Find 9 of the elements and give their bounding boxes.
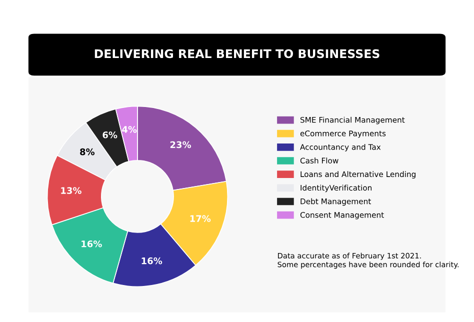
data-label: 17%	[190, 215, 211, 222]
data-label: 4%	[122, 126, 137, 133]
data-label: 16%	[142, 257, 162, 264]
data-label: 8%	[80, 148, 95, 156]
chart-title: DELIVERING REAL BENEFIT TO BUSINESSES	[94, 49, 380, 58]
data-label: 13%	[61, 187, 82, 194]
data-label: 16%	[82, 240, 102, 248]
data-label: 23%	[170, 141, 192, 148]
data-label: 6%	[102, 131, 118, 138]
